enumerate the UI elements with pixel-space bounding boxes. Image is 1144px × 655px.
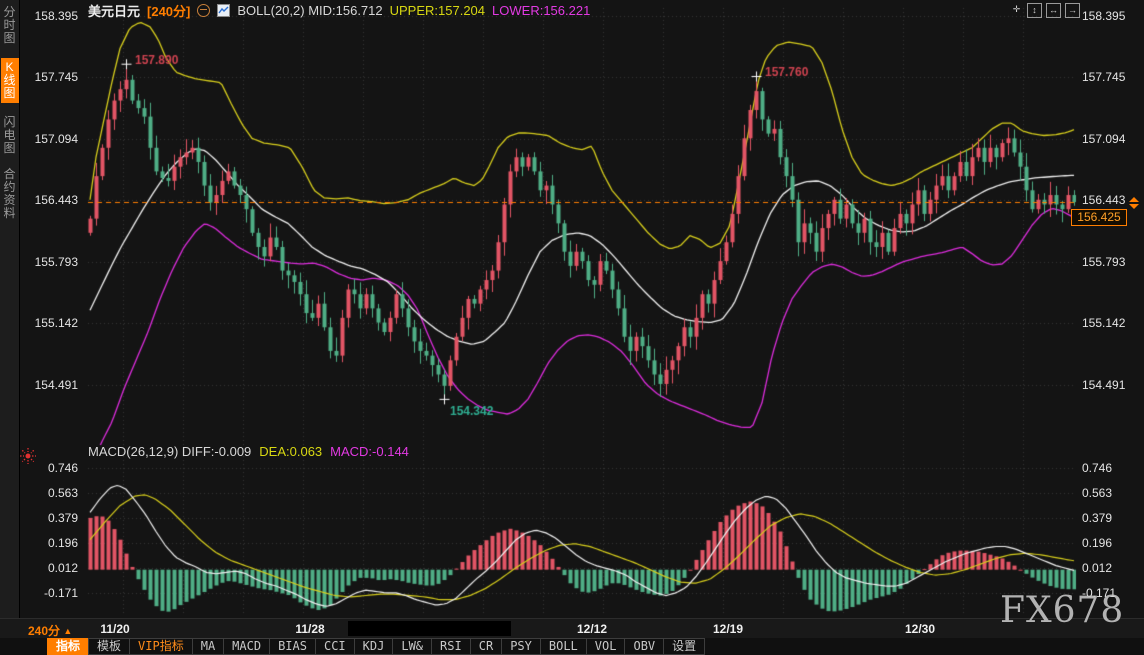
axis-tick-label: 158.395 bbox=[35, 9, 78, 23]
sidebar-item-0[interactable]: 分时图 bbox=[1, 6, 19, 45]
axis-tick-label: 157.094 bbox=[1082, 132, 1125, 146]
boll-upper-readout: UPPER:157.204 bbox=[390, 3, 485, 18]
chart-tool-icons: ✛ ↕ ↔ → bbox=[1010, 3, 1080, 18]
boll-indicator-icon[interactable] bbox=[217, 4, 230, 17]
pan-right-icon[interactable]: → bbox=[1065, 3, 1080, 18]
axis-tick-label: 0.746 bbox=[1082, 461, 1112, 475]
price-marker-icon[interactable] bbox=[1129, 197, 1139, 209]
axis-tick-label: 157.745 bbox=[35, 70, 78, 84]
axis-tick-label: -0.171 bbox=[1082, 586, 1116, 600]
sidebar-item-2[interactable]: 闪电图 bbox=[1, 116, 19, 155]
axis-tick-label: 0.012 bbox=[1082, 561, 1112, 575]
axis-tick-label: -0.171 bbox=[44, 586, 78, 600]
symbol-name: 美元日元 bbox=[88, 1, 140, 20]
date-label: 12/30 bbox=[905, 622, 935, 636]
toolbar-item-LW&[interactable]: LW& bbox=[392, 638, 432, 655]
macd-dea-readout: DEA:0.063 bbox=[259, 444, 322, 459]
sidebar-item-1[interactable]: K线图 bbox=[1, 58, 19, 103]
timeframe-selector[interactable]: 240分 ▲ bbox=[28, 622, 72, 639]
axis-tick-label: 155.793 bbox=[1082, 255, 1125, 269]
toolbar-item-RSI[interactable]: RSI bbox=[431, 638, 471, 655]
macd-header: MACD(26,12,9) DIFF:-0.009 DEA:0.063 MACD… bbox=[88, 444, 409, 459]
macd-hist-readout: MACD:-0.144 bbox=[330, 444, 409, 459]
axis-tick-label: 155.793 bbox=[35, 255, 78, 269]
axis-tick-label: 157.094 bbox=[35, 132, 78, 146]
toolbar-item-设置[interactable]: 设置 bbox=[663, 638, 705, 655]
axis-tick-label: 155.142 bbox=[1082, 316, 1125, 330]
toolbar-item-模板[interactable]: 模板 bbox=[88, 638, 130, 655]
boll-mid-readout: BOLL(20,2) MID:156.712 bbox=[237, 3, 382, 18]
trading-app-window: { "header": { "symbol": "美元日元", "timefra… bbox=[0, 0, 1144, 655]
move-icon[interactable]: ✛ bbox=[1010, 3, 1023, 16]
date-label: 12/12 bbox=[577, 622, 607, 636]
axis-tick-label: 154.491 bbox=[35, 378, 78, 392]
timeframe-label[interactable]: [240分] bbox=[147, 1, 190, 20]
zoom-y-axis-icon[interactable]: ↕ bbox=[1027, 3, 1042, 18]
chart-canvas[interactable] bbox=[0, 0, 1144, 618]
axis-tick-label: 0.563 bbox=[48, 486, 78, 500]
axis-tick-label: 157.745 bbox=[1082, 70, 1125, 84]
toolbar-item-PSY[interactable]: PSY bbox=[501, 638, 541, 655]
macd-dif-readout: MACD(26,12,9) DIFF:-0.009 bbox=[88, 444, 251, 459]
zoom-x-axis-icon[interactable]: ↔ bbox=[1046, 3, 1061, 18]
axis-tick-label: 156.443 bbox=[1082, 193, 1125, 207]
timeframe-dropdown-icon[interactable] bbox=[197, 4, 210, 17]
axis-tick-label: 154.491 bbox=[1082, 378, 1125, 392]
date-label: 12/19 bbox=[713, 622, 743, 636]
horizontal-scrollbar-thumb[interactable] bbox=[348, 621, 511, 636]
axis-tick-label: 0.379 bbox=[1082, 511, 1112, 525]
toolbar-item-CR[interactable]: CR bbox=[470, 638, 502, 655]
axis-tick-label: 0.563 bbox=[1082, 486, 1112, 500]
chart-header: 美元日元 [240分] BOLL(20,2) MID:156.712 UPPER… bbox=[88, 2, 590, 19]
toolbar-item-指标[interactable]: 指标 bbox=[47, 638, 89, 655]
time-axis-row: 240分 ▲ 11/20 11/28 12/12 12/19 12/30 bbox=[0, 618, 1144, 639]
triangle-up-icon: ▲ bbox=[63, 626, 72, 636]
axis-tick-label: 0.379 bbox=[48, 511, 78, 525]
indicator-toolbar: 指标模板VIP指标MAMACDBIASCCIKDJLW&RSICRPSYBOLL… bbox=[0, 638, 1144, 655]
boll-lower-readout: LOWER:156.221 bbox=[492, 3, 590, 18]
date-label: 11/20 bbox=[100, 622, 129, 636]
toolbar-item-VIP指标[interactable]: VIP指标 bbox=[129, 638, 193, 655]
axis-tick-label: 0.196 bbox=[48, 536, 78, 550]
toolbar-item-KDJ[interactable]: KDJ bbox=[354, 638, 394, 655]
axis-tick-label: 0.012 bbox=[48, 561, 78, 575]
date-label: 11/28 bbox=[295, 622, 324, 636]
toolbar-item-VOL[interactable]: VOL bbox=[586, 638, 626, 655]
current-price-box: 156.425 bbox=[1071, 209, 1127, 226]
toolbar-item-OBV[interactable]: OBV bbox=[624, 638, 664, 655]
sidebar-item-3[interactable]: 合约资料 bbox=[1, 168, 19, 220]
axis-tick-label: 155.142 bbox=[35, 316, 78, 330]
indicator-alert-icon[interactable] bbox=[20, 448, 36, 464]
axis-tick-label: 156.443 bbox=[35, 193, 78, 207]
axis-tick-label: 158.395 bbox=[1082, 9, 1125, 23]
chart-type-sidebar: 分时图 K线图闪电图合约资料 bbox=[0, 0, 20, 618]
toolbar-item-BOLL[interactable]: BOLL bbox=[540, 638, 587, 655]
axis-tick-label: 0.746 bbox=[48, 461, 78, 475]
toolbar-item-MACD[interactable]: MACD bbox=[223, 638, 270, 655]
toolbar-item-MA[interactable]: MA bbox=[192, 638, 224, 655]
axis-tick-label: 0.196 bbox=[1082, 536, 1112, 550]
toolbar-item-CCI[interactable]: CCI bbox=[315, 638, 355, 655]
toolbar-item-BIAS[interactable]: BIAS bbox=[269, 638, 316, 655]
